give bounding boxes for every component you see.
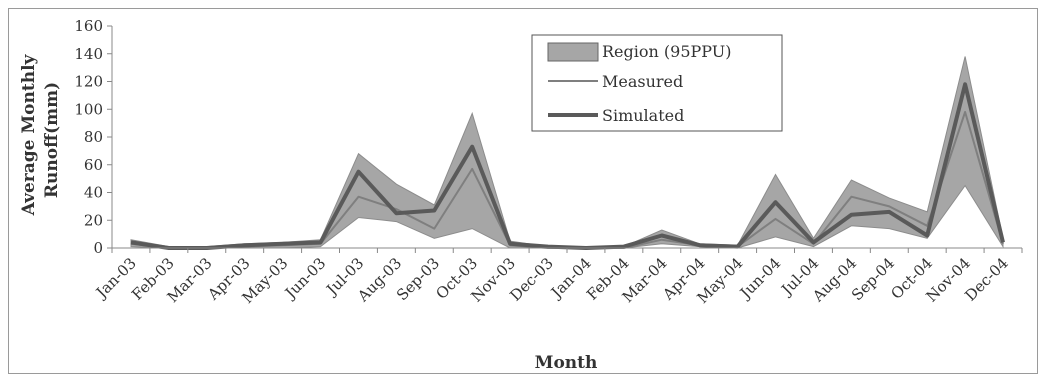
- y-tick-label: 0: [93, 239, 103, 257]
- x-tick-label: Jun-03: [280, 254, 329, 303]
- y-tick-label: 40: [84, 184, 103, 202]
- y-tick-label: 100: [74, 100, 103, 118]
- legend-label-measured: Measured: [602, 72, 683, 91]
- y-tick-label: 140: [74, 45, 103, 63]
- y-axis-title-line1: Average Monthly: [19, 53, 39, 216]
- legend-swatch-band: [547, 42, 599, 62]
- legend-label-simulated: Simulated: [602, 106, 684, 125]
- line-simulated: [130, 82, 1005, 250]
- x-tick-label: Sep-04: [848, 254, 898, 304]
- x-axis-title: Month: [535, 353, 598, 373]
- y-axis: 0 20 40 60 80 100 120 140 160: [74, 17, 113, 257]
- x-tick-label: Dec-03: [506, 254, 557, 305]
- y-tick-label: 20: [84, 211, 103, 229]
- y-tick-label: 120: [74, 73, 103, 91]
- x-tick-label: Sep-03: [393, 254, 443, 304]
- x-axis: Jan-03Feb-03Mar-03Apr-03May-03Jun-03Jul-…: [91, 247, 1023, 307]
- x-tick-label: Jun-04: [735, 254, 784, 303]
- y-axis-title-line2: Runoff(mm): [42, 82, 62, 198]
- y-tick-label: 160: [74, 17, 103, 35]
- legend-label-band: Region (95PPU): [602, 42, 731, 61]
- x-tick-label: Dec-04: [961, 254, 1012, 305]
- y-tick-label: 80: [84, 128, 103, 146]
- band-95ppu: [130, 56, 1004, 249]
- y-tick-label: 60: [84, 156, 103, 174]
- legend: Region (95PPU) Measured Simulated: [531, 34, 783, 132]
